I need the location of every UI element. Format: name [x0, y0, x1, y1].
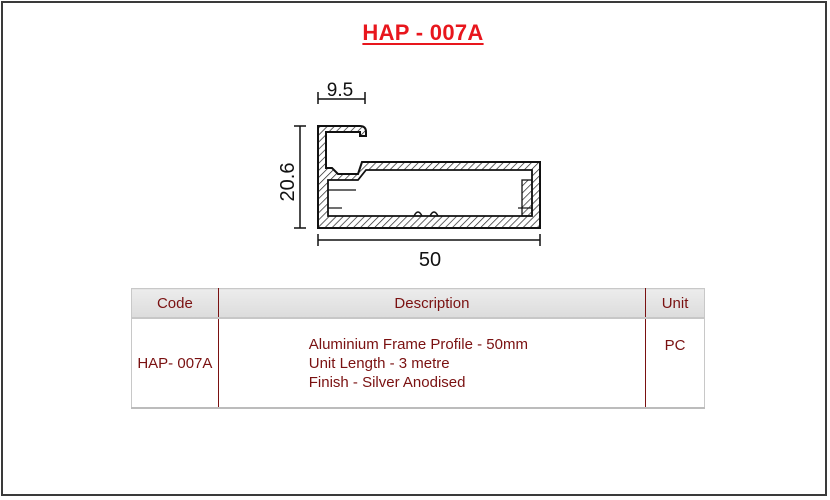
header-description: Description — [217, 288, 647, 319]
header-code: Code — [131, 288, 219, 319]
cell-code: HAP- 007A — [131, 317, 219, 409]
cell-unit: PC — [645, 317, 705, 409]
profile-cross-section-drawing: 9.5 20.6 50 — [277, 80, 541, 271]
table-row: HAP- 007A Aluminium Frame Profile - 50mm… — [131, 317, 705, 409]
cell-description: Aluminium Frame Profile - 50mm Unit Leng… — [217, 317, 647, 409]
side-dimension: 20.6 — [277, 125, 306, 229]
description-line: Aluminium Frame Profile - 50mm — [308, 335, 528, 353]
table-header-row: Code Description Unit — [131, 288, 705, 319]
header-unit: Unit — [645, 288, 705, 319]
description-line: Finish - Silver Anodised — [308, 373, 466, 391]
description-line: Unit Length - 3 metre — [308, 354, 450, 372]
product-title: HAP - 007A — [362, 20, 484, 45]
product-spec-table: Code Description Unit HAP- 007A Aluminiu… — [131, 288, 705, 409]
top-dimension-label: 9.5 — [327, 80, 353, 101]
bottom-dimension: 50 — [317, 234, 541, 271]
side-dimension-label: 20.6 — [277, 163, 299, 202]
bottom-dimension-label: 50 — [419, 249, 441, 271]
profile-shape — [317, 125, 541, 229]
top-dimension: 9.5 — [317, 80, 366, 104]
